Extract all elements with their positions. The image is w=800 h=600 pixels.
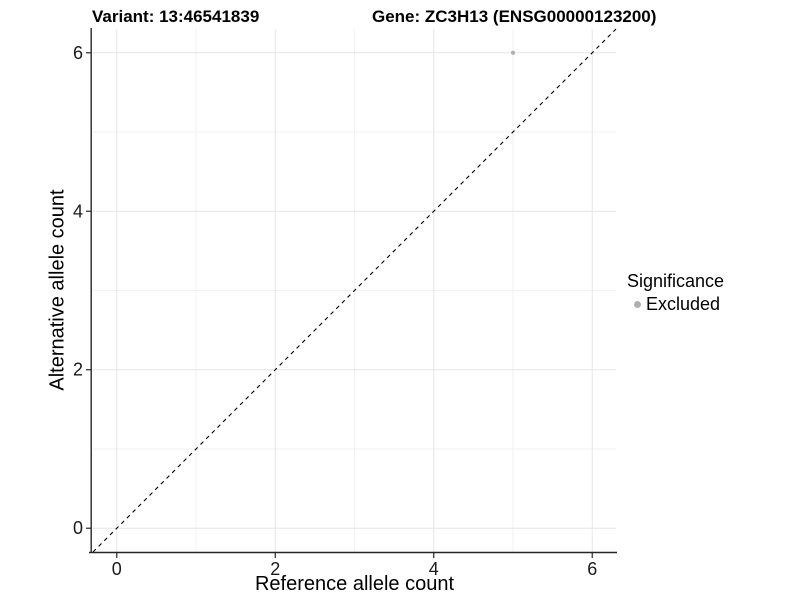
x-tick-label: 4 <box>429 559 439 579</box>
data-point <box>510 50 516 55</box>
legend: Significance Excluded <box>627 271 724 314</box>
y-tick-label: 2 <box>73 360 83 380</box>
x-tick-label: 0 <box>112 559 122 579</box>
identity-dashed-line <box>92 28 617 553</box>
legend-dot-icon <box>634 300 641 308</box>
x-tick-label: 2 <box>270 559 280 579</box>
y-tick-label: 4 <box>73 201 83 221</box>
legend-item-excluded: Excluded <box>627 294 724 314</box>
x-axis-title: Reference allele count <box>254 573 454 595</box>
plot-title-gene: Gene: ZC3H13 (ENSG00000123200) <box>372 7 657 26</box>
x-tick-label: 6 <box>587 559 597 579</box>
plot-title-variant: Variant: 13:46541839 <box>92 7 260 26</box>
legend-item-label: Excluded <box>646 294 721 314</box>
legend-title: Significance <box>627 271 725 291</box>
y-tick-label: 0 <box>73 518 83 538</box>
y-axis-title: Alternative allele count <box>46 189 69 391</box>
y-tick-label: 6 <box>73 43 83 63</box>
